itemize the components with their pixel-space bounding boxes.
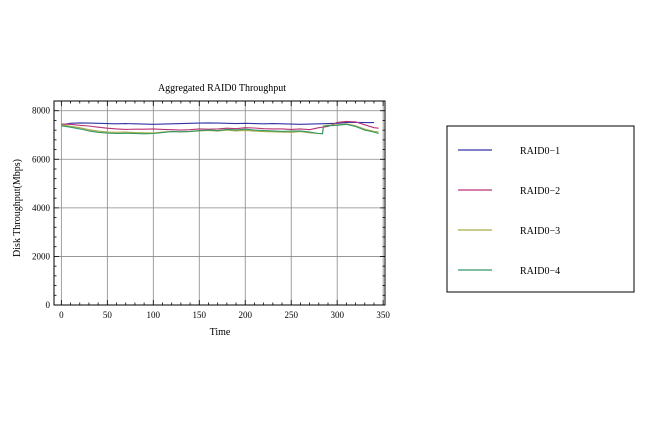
legend-box [446, 125, 635, 293]
y-tick-label: 8000 [32, 106, 51, 116]
x-tick-label: 100 [147, 310, 161, 320]
series-line-4 [61, 123, 379, 135]
chart-title: Aggregated RAID0 Throughput [158, 83, 286, 94]
plot-frame [53, 100, 386, 306]
y-tick-label: 4000 [32, 203, 51, 213]
x-tick-label: 50 [103, 310, 113, 320]
x-tick-label: 150 [193, 310, 207, 320]
y-tick-label: 2000 [32, 251, 51, 261]
x-axis-label: Time [210, 327, 231, 338]
y-tick-label: 0 [46, 300, 51, 310]
legend-label-1: RAID0−1 [520, 146, 560, 157]
x-tick-label: 200 [238, 310, 252, 320]
legend: RAID0−1 RAID0−2 RAID0−3 RAID0−4 [446, 125, 635, 293]
legend-label-2: RAID0−2 [520, 186, 560, 197]
x-tick-label: 0 [59, 310, 64, 320]
x-tick-label: 250 [284, 310, 298, 320]
y-axis-label: Disk Throughput(Mbps) [12, 159, 23, 257]
series-line-1 [61, 121, 374, 126]
legend-label-4: RAID0−4 [520, 266, 560, 277]
x-tick-label: 300 [330, 310, 344, 320]
series-layer [61, 120, 379, 135]
legend-items: RAID0−1 RAID0−2 RAID0−3 RAID0−4 [458, 146, 560, 277]
y-tick-label: 6000 [32, 154, 51, 164]
ticks-layer: 0 50 100 150 200 250 300 350 0 2000 4000 6000 8000 [32, 100, 390, 320]
legend-label-3: RAID0−3 [520, 226, 560, 237]
x-tick-label: 350 [376, 310, 390, 320]
